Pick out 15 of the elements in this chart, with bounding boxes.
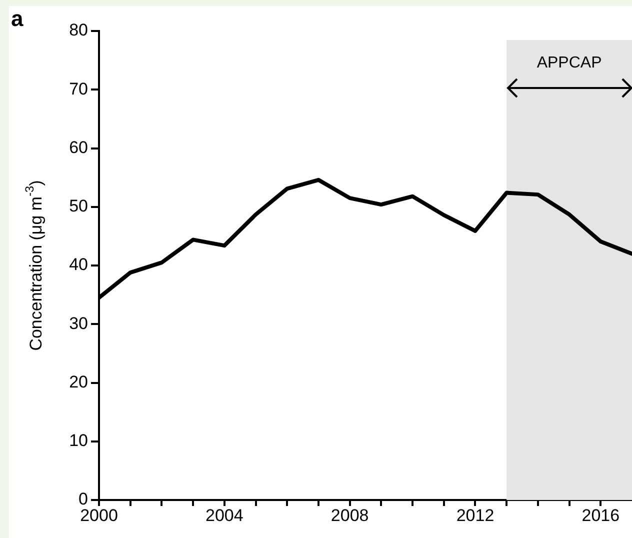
- x-tick-label: 2012: [456, 506, 494, 525]
- y-tick-label: 10: [69, 431, 88, 450]
- y-axis-title: Concentration (μg m-3): [22, 180, 46, 351]
- x-tick-label: 2008: [330, 506, 369, 525]
- y-tick-label: 30: [69, 314, 88, 333]
- y-tick-label: 80: [69, 20, 88, 40]
- y-tick-label: 60: [69, 138, 88, 157]
- x-tick-label: 2016: [582, 506, 620, 525]
- y-tick-label: 40: [69, 255, 88, 274]
- y-tick-label: 70: [69, 79, 88, 98]
- y-tick-label: 50: [69, 196, 88, 216]
- x-tick-label: 2004: [206, 506, 244, 525]
- text: a: [11, 6, 24, 32]
- band-label: APPCAP: [536, 54, 602, 72]
- y-tick-label: 20: [69, 372, 88, 392]
